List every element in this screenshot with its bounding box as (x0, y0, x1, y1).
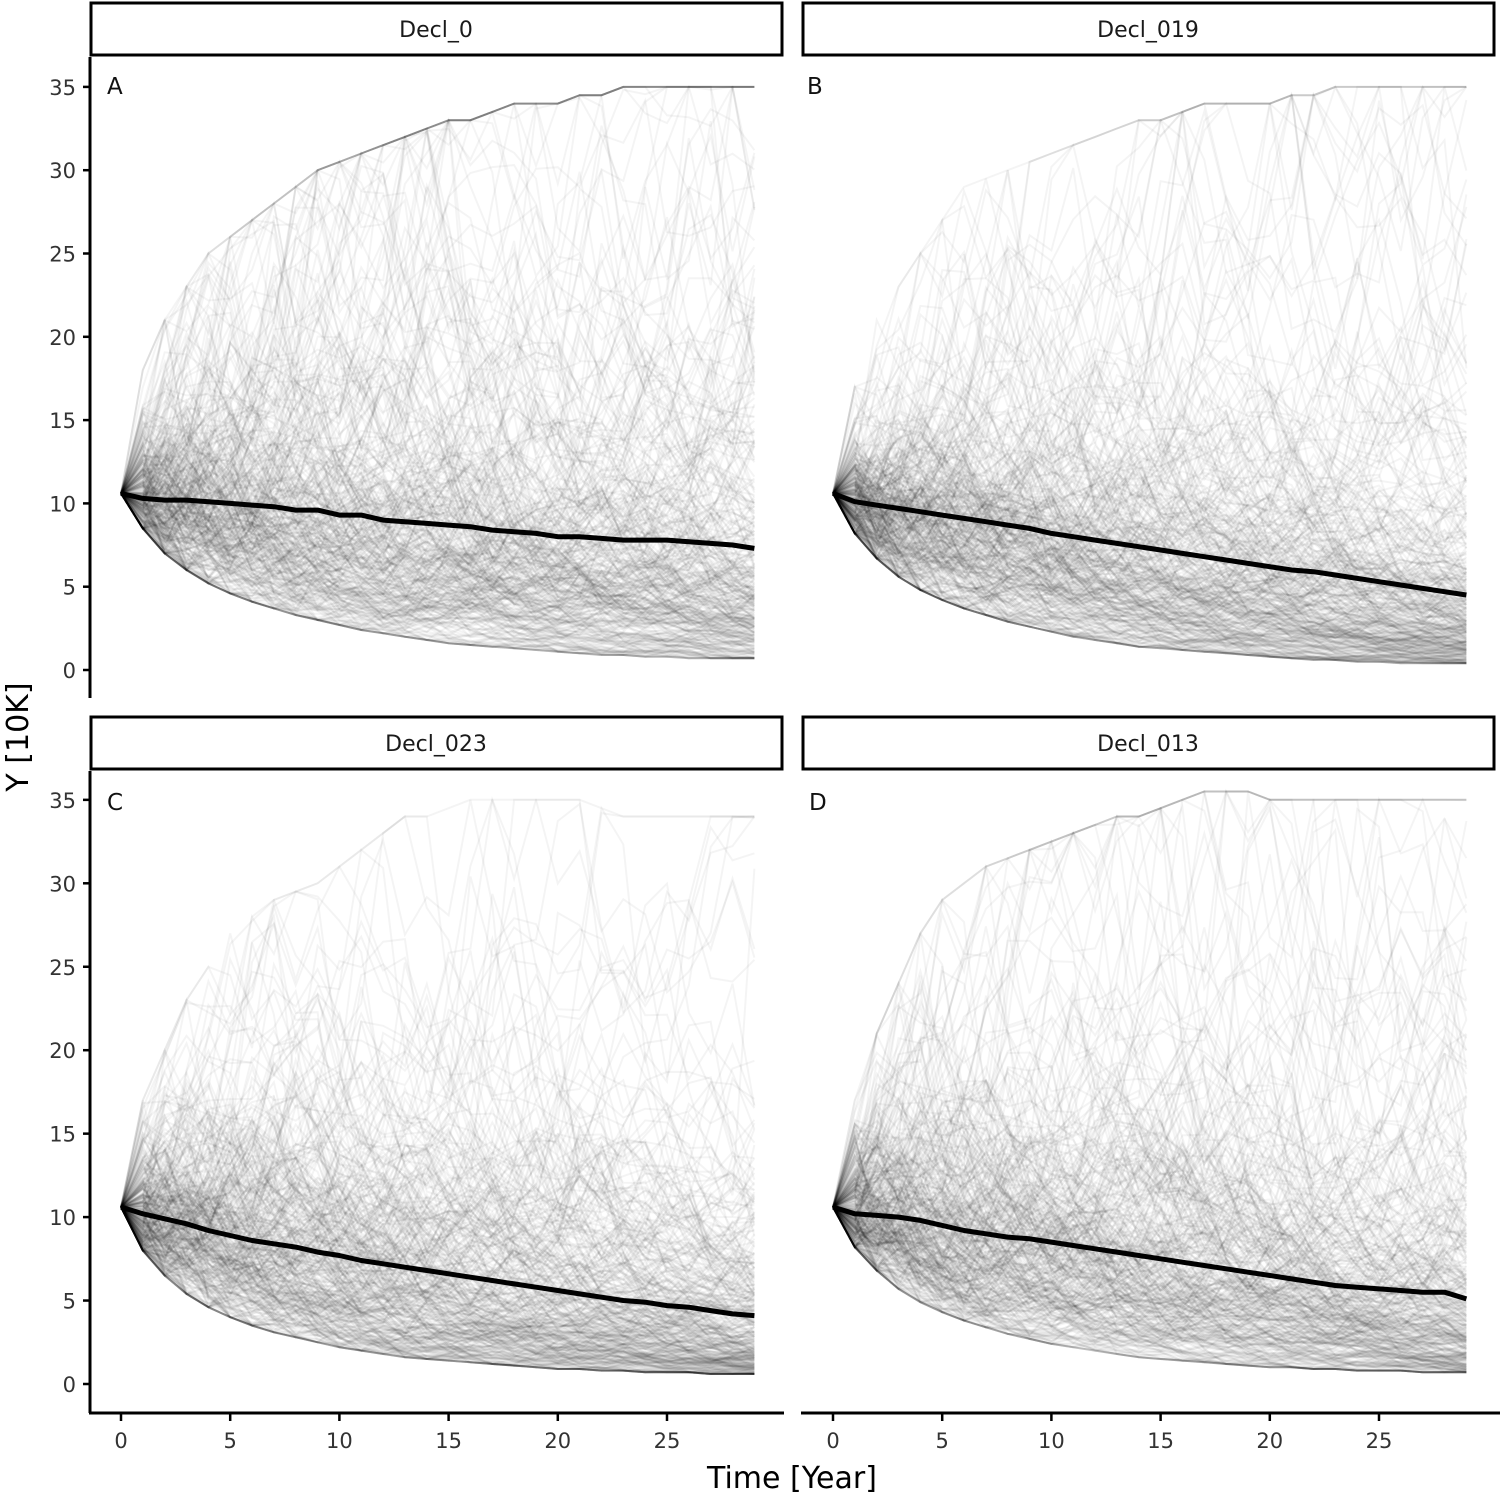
x-tick-label: 20 (1256, 1429, 1283, 1453)
y-tick-label: 20 (49, 326, 76, 350)
mean-line (832, 491, 1467, 598)
x-tick-label: 25 (654, 1429, 681, 1453)
trajectory-group (120, 84, 756, 660)
x-tick-label: 10 (326, 1429, 353, 1453)
plot-area-c (120, 795, 756, 1376)
x-tick-label: 15 (1147, 1429, 1174, 1453)
strip-b (801, 1, 1496, 57)
y-tick-label: 35 (49, 789, 76, 813)
x-tick-label: 5 (936, 1429, 949, 1453)
mean-line (832, 1204, 1468, 1302)
panel-tag-a: A (107, 74, 123, 100)
y-tick-label: 35 (49, 76, 76, 100)
panel-tag-c: C (107, 790, 123, 816)
x-ticks-d: 0 5 10 15 20 25 (826, 1413, 1392, 1453)
strip-c (89, 715, 784, 771)
x-tick-label: 5 (224, 1429, 237, 1453)
y-ticks-a: 0 5 10 15 20 25 30 35 (49, 76, 90, 683)
strip-d (801, 715, 1496, 771)
panel-d: Decl_013 D 0 5 10 15 20 25 (801, 715, 1500, 1453)
trajectory-group (832, 84, 1468, 665)
y-tick-label: 5 (63, 1290, 76, 1314)
y-tick-label: 20 (49, 1039, 76, 1063)
trajectory-group (120, 795, 756, 1376)
y-tick-label: 10 (49, 492, 76, 516)
y-tick-label: 15 (49, 1123, 76, 1147)
panel-b: Decl_019 B (801, 1, 1496, 665)
y-tick-label: 25 (49, 956, 76, 980)
y-ticks-c: 0 5 10 15 20 25 30 35 (49, 789, 90, 1397)
strip-label-b: Decl_019 (1097, 18, 1199, 43)
y-tick-label: 5 (63, 576, 76, 600)
y-tick-label: 30 (49, 872, 76, 896)
y-axis-title: Y [10K] (1, 682, 36, 792)
panel-c: Decl_023 C 0 5 10 15 20 25 30 35 0 5 10 15 20 25 (49, 715, 784, 1453)
x-tick-label: 0 (114, 1429, 127, 1453)
strip-label-c: Decl_023 (385, 732, 487, 757)
x-tick-label: 25 (1366, 1429, 1393, 1453)
plot-area-b (832, 84, 1468, 665)
mean-line (120, 490, 755, 551)
y-tick-label: 25 (49, 243, 76, 267)
x-tick-label: 20 (544, 1429, 571, 1453)
mean-line (120, 1204, 755, 1319)
strip-label-d: Decl_013 (1097, 732, 1199, 757)
y-tick-label: 15 (49, 409, 76, 433)
y-tick-label: 0 (63, 659, 76, 683)
x-ticks-c: 0 5 10 15 20 25 (114, 1413, 680, 1453)
plot-area-a (120, 84, 756, 660)
x-axis-title: Time [Year] (706, 1461, 877, 1496)
panel-a: Decl_0 A 0 5 10 15 20 25 30 35 (49, 1, 784, 698)
x-tick-label: 10 (1038, 1429, 1065, 1453)
x-tick-label: 0 (826, 1429, 839, 1453)
x-tick-label: 15 (435, 1429, 462, 1453)
y-tick-label: 30 (49, 159, 76, 183)
trajectory-group (832, 788, 1468, 1374)
panel-tag-b: B (807, 74, 823, 100)
strip-a (89, 1, 784, 57)
y-tick-label: 10 (49, 1206, 76, 1230)
plot-area-d (832, 788, 1468, 1374)
y-tick-label: 0 (63, 1373, 76, 1397)
strip-label-a: Decl_0 (399, 18, 473, 43)
panel-tag-d: D (809, 790, 827, 816)
